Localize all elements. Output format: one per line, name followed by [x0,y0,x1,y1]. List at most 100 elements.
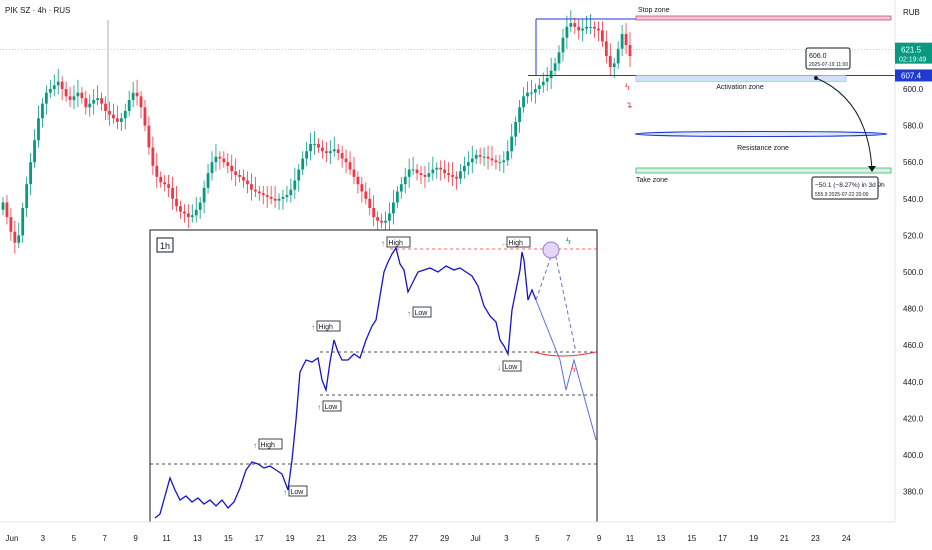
end-callout [811,176,879,200]
candle-body [52,85,56,89]
candle-body [285,195,289,197]
candle-body [391,202,395,214]
candle-body [186,213,190,218]
candle-body [537,85,541,89]
candle-body [167,184,171,188]
candle-body [76,92,80,97]
pivot-label: Low [291,489,305,496]
pivot-arrow-icon: ↑ [253,441,257,450]
candle-body [171,187,174,199]
pivot-arrow-icon: ↑ [407,309,411,318]
candle-body [206,173,210,188]
level-price-box [895,69,932,82]
countdown: 02:19:49 [899,57,926,64]
candle-body [88,103,92,108]
price-tick: 580.0 [903,122,924,131]
candle-body [273,198,277,201]
candle-body [143,107,147,126]
inset-timeframe: 1h [160,241,170,251]
candle-body [502,160,506,163]
candle-body [33,140,36,163]
candle-body [257,191,261,194]
inset-frame [149,229,598,523]
candle-body [80,92,84,99]
candle-body [17,235,21,243]
inset-high-marker [542,241,560,259]
candle-body [289,189,293,196]
pivot-box [386,236,411,248]
pivot-arrow-icon: ↓ [497,363,501,372]
candle-body [301,158,305,170]
pivot-box [316,320,341,332]
pivot-box [412,306,432,318]
candle-body [127,99,131,111]
signal-arrow-down-icon: ↴ [625,100,633,110]
candle-body [530,92,533,94]
candle-body [230,165,234,172]
currency-label: RUB [903,8,920,17]
candle-body [108,110,111,115]
candle-body [92,99,96,104]
price-tick: 520.0 [903,231,924,240]
candle-body [541,81,545,86]
price-tick: 400.0 [903,451,924,460]
candle-body [506,151,510,161]
end-callout-detail: 555.9 2025-07-22 20:00 [815,192,869,198]
price-tick: 380.0 [903,488,924,497]
zones: Stop zone Activation zone Resistance zone T… [528,7,895,200]
candle-body [459,171,462,179]
candle-body [581,28,585,31]
time-tick: 19 [749,534,758,543]
candle-body [470,158,474,163]
candle-body [84,98,88,108]
candle-body [119,118,123,122]
candle-body [490,158,494,161]
symbol-title: PIK SZ · 4h · RUS [5,6,70,15]
candle-body [553,63,557,71]
candle-body [242,176,245,181]
pivot-label: High [509,240,524,247]
candle-body [317,143,320,148]
candle-body [600,30,604,42]
candle-body [234,171,238,176]
candle-body [573,23,577,27]
candle-body [526,92,529,97]
candle-body [569,23,573,27]
candle-body [29,162,33,185]
time-tick: 25 [378,534,387,543]
candle-body [194,209,198,216]
stop-zone-label: Stop zone [638,7,670,14]
candle-body [533,89,537,93]
candle-body [261,193,265,196]
pivot-box [288,485,308,497]
end-callout-change: −50.1 (−8.27%) in 3d 9h [815,182,885,189]
candle-body [577,26,581,31]
candle-body [356,176,360,185]
inset-price-line [154,246,537,519]
time-tick: 11 [626,534,635,543]
candle-body [431,169,435,174]
pivot-label: Low [325,404,339,411]
time-tick: 23 [347,534,356,543]
time-tick: 21 [780,534,789,543]
time-tick: 23 [811,534,820,543]
candle-body [589,26,592,28]
candle-body [182,211,186,214]
projection-arc [815,77,873,171]
candle-body [269,196,273,199]
price-tick: 480.0 [903,305,924,314]
price-tick: 540.0 [903,195,924,204]
candle-body [297,169,301,181]
candle-body [628,45,632,57]
time-tick: 5 [535,534,540,543]
activation-zone-box [635,75,847,82]
projection-arrow [868,166,876,172]
candle-body [328,151,332,154]
candle-body [518,107,521,122]
candle-body [510,136,514,152]
chart-header: PIK SZ · 4h · RUS [5,6,70,15]
candle-body [131,92,135,100]
candle-body [313,143,316,145]
